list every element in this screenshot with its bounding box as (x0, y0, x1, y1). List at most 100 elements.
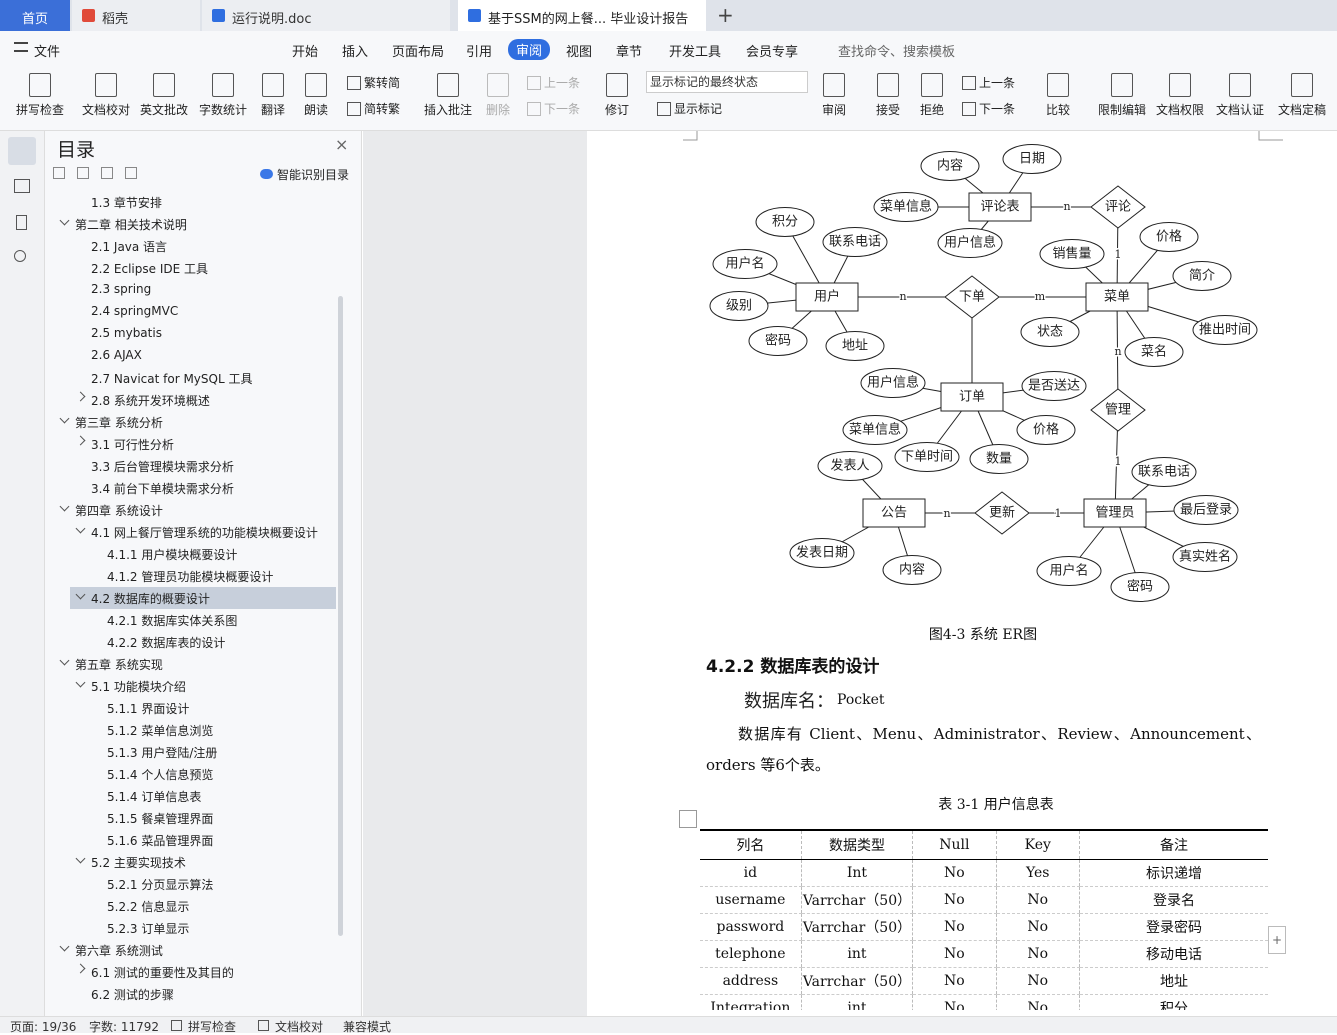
icon-toc[interactable] (8, 137, 36, 165)
toc-item[interactable]: 第四章 系统设计 (75, 504, 163, 518)
toc-item[interactable]: 4.1.1 用户模块概要设计 (107, 548, 238, 562)
toc-item[interactable]: 4.2.2 数据库表的设计 (107, 636, 226, 650)
toc-toggle[interactable] (59, 655, 70, 666)
toc-item[interactable]: 1.3 章节安排 (91, 196, 162, 210)
toc-item[interactable]: 第三章 系统分析 (75, 416, 163, 430)
toc-item[interactable]: 5.1 功能模块介绍 (91, 680, 186, 694)
toc-item[interactable]: 2.5 mybatis (91, 326, 162, 340)
toc-toggle[interactable] (59, 215, 70, 226)
toc-item[interactable]: 6.2 测试的步骤 (91, 988, 174, 1002)
status-item[interactable]: 兼容模式 (343, 1020, 392, 1034)
toc-toggle[interactable] (75, 677, 86, 688)
toc-item[interactable]: 5.1.6 菜品管理界面 (107, 834, 214, 848)
tool-label[interactable]: 文档校对 (81, 103, 130, 117)
toc-item[interactable]: 2.2 Eclipse IDE 工具 (91, 262, 208, 276)
toc-item[interactable]: 2.3 spring (91, 282, 152, 296)
menu-item[interactable]: 开始 (292, 45, 319, 60)
toc-toggle[interactable] (59, 941, 70, 952)
tool-label[interactable]: 简转繁 (364, 102, 401, 116)
menu-item[interactable]: 插入 (342, 45, 369, 60)
tab[interactable]: 稻壳 (72, 0, 200, 31)
ctl[interactable] (53, 167, 65, 179)
tool-label[interactable]: 拒绝 (919, 103, 944, 117)
toc-item[interactable]: 4.2.1 数据库实体关系图 (107, 614, 238, 628)
toc-toggle[interactable] (59, 413, 70, 424)
toc-toggle[interactable] (75, 391, 86, 402)
tool-label[interactable]: 修订 (604, 103, 629, 117)
toc-item[interactable]: 3.3 后台管理模块需求分析 (91, 460, 234, 474)
menu-item[interactable]: 开发工具 (669, 45, 722, 60)
tool-label[interactable]: 上一条 (544, 76, 581, 90)
toc-item[interactable]: 2.8 系统开发环境概述 (91, 394, 210, 408)
toc-item[interactable]: 4.1 网上餐厅管理系统的功能模块概要设计 (91, 526, 318, 540)
menu-item[interactable]: 会员专享 (746, 45, 799, 60)
smart-toc[interactable]: 智能识别目录 (260, 166, 349, 183)
toc-item[interactable]: 第五章 系统实现 (75, 658, 163, 672)
expand-button[interactable]: + (1268, 926, 1286, 954)
toc-toggle[interactable] (59, 501, 70, 512)
tool-label[interactable]: 繁转简 (364, 76, 401, 90)
tool-label[interactable]: 插入批注 (423, 103, 472, 117)
tool-label[interactable]: 比较 (1045, 103, 1070, 117)
toc-item[interactable]: 第二章 相关技术说明 (75, 218, 187, 232)
toc-item[interactable]: 4.2 数据库的概要设计 (91, 592, 210, 606)
tool-label[interactable]: 上一条 (979, 76, 1016, 90)
tool-label[interactable]: 拼写检查 (15, 103, 64, 117)
new-tab[interactable]: + (717, 3, 734, 27)
menu-item[interactable]: 视图 (566, 45, 593, 60)
ctl[interactable] (77, 167, 89, 179)
tool-label[interactable]: 审阅 (821, 103, 846, 117)
toc-item[interactable]: 5.2.3 订单显示 (107, 922, 190, 936)
table-handle[interactable] (679, 810, 697, 828)
toc-item[interactable]: 5.1.4 订单信息表 (107, 790, 202, 804)
toc-item[interactable]: 2.7 Navicat for MySQL 工具 (91, 372, 253, 386)
toc-item[interactable]: 3.4 前台下单模块需求分析 (91, 482, 234, 496)
tool-label[interactable]: 下一条 (544, 102, 581, 116)
close[interactable]: × (335, 135, 349, 154)
toc-item[interactable]: 5.1.5 餐桌管理界面 (107, 812, 214, 826)
icon-search[interactable] (14, 250, 26, 262)
toc-toggle[interactable] (75, 853, 86, 864)
icon-nav[interactable] (14, 179, 30, 193)
toc-toggle[interactable] (75, 963, 86, 974)
tool-label[interactable]: 翻译 (260, 103, 285, 117)
status-item[interactable]: 拼写检查 (188, 1020, 237, 1034)
tool-label[interactable]: 显示标记 (674, 102, 723, 116)
tool-label[interactable]: 文档认证 (1215, 103, 1264, 117)
tool-label[interactable]: 显示标记的最终状态 (650, 75, 759, 89)
menu-item[interactable]: 审阅 (508, 39, 551, 60)
ctl[interactable] (101, 167, 113, 179)
tool-label[interactable]: 删除 (485, 103, 510, 117)
menu-item[interactable]: 章节 (616, 45, 643, 60)
toc-item[interactable]: 6.1 测试的重要性及其目的 (91, 966, 234, 980)
toc-item[interactable]: 2.1 Java 语言 (91, 240, 168, 254)
toc-item[interactable]: 5.1.2 菜单信息浏览 (107, 724, 214, 738)
toc-item[interactable]: 3.1 可行性分析 (91, 438, 174, 452)
tool-label[interactable]: 字数统计 (198, 103, 247, 117)
toc-item[interactable]: 第六章 系统测试 (75, 944, 163, 958)
toc-item[interactable]: 2.6 AJAX (91, 348, 142, 362)
tool-label[interactable]: 下一条 (979, 102, 1016, 116)
tab[interactable]: 基于SSM的网上餐... 毕业设计报告 (458, 0, 706, 31)
toc-item[interactable]: 5.2 主要实现技术 (91, 856, 186, 870)
search[interactable]: 查找命令、搜索模板 (838, 45, 956, 60)
toc-toggle[interactable] (75, 435, 86, 446)
icon-bookmark[interactable] (16, 215, 27, 230)
menu-item[interactable]: 文件 (34, 45, 61, 60)
ctl[interactable] (125, 167, 137, 179)
toc-item[interactable]: 5.2.1 分页显示算法 (107, 878, 214, 892)
tool-label[interactable]: 接受 (875, 103, 900, 117)
toc-item[interactable]: 5.1.4 个人信息预览 (107, 768, 214, 782)
toc-item[interactable]: 4.1.2 管理员功能模块概要设计 (107, 570, 274, 584)
tool-label[interactable]: 文档权限 (1155, 103, 1204, 117)
tool-label[interactable]: 朗读 (303, 103, 328, 117)
tool-label[interactable]: 限制编辑 (1097, 103, 1146, 117)
toc-toggle[interactable] (75, 523, 86, 534)
tool-label[interactable]: 文档定稿 (1277, 103, 1326, 117)
toc-item[interactable]: 5.1.1 界面设计 (107, 702, 190, 716)
menu-item[interactable]: 页面布局 (392, 45, 445, 60)
tool-label[interactable]: 英文批改 (139, 103, 188, 117)
toc-item[interactable]: 5.2.2 信息显示 (107, 900, 190, 914)
status-item[interactable]: 文档校对 (275, 1020, 324, 1034)
dropdown[interactable] (646, 71, 808, 93)
